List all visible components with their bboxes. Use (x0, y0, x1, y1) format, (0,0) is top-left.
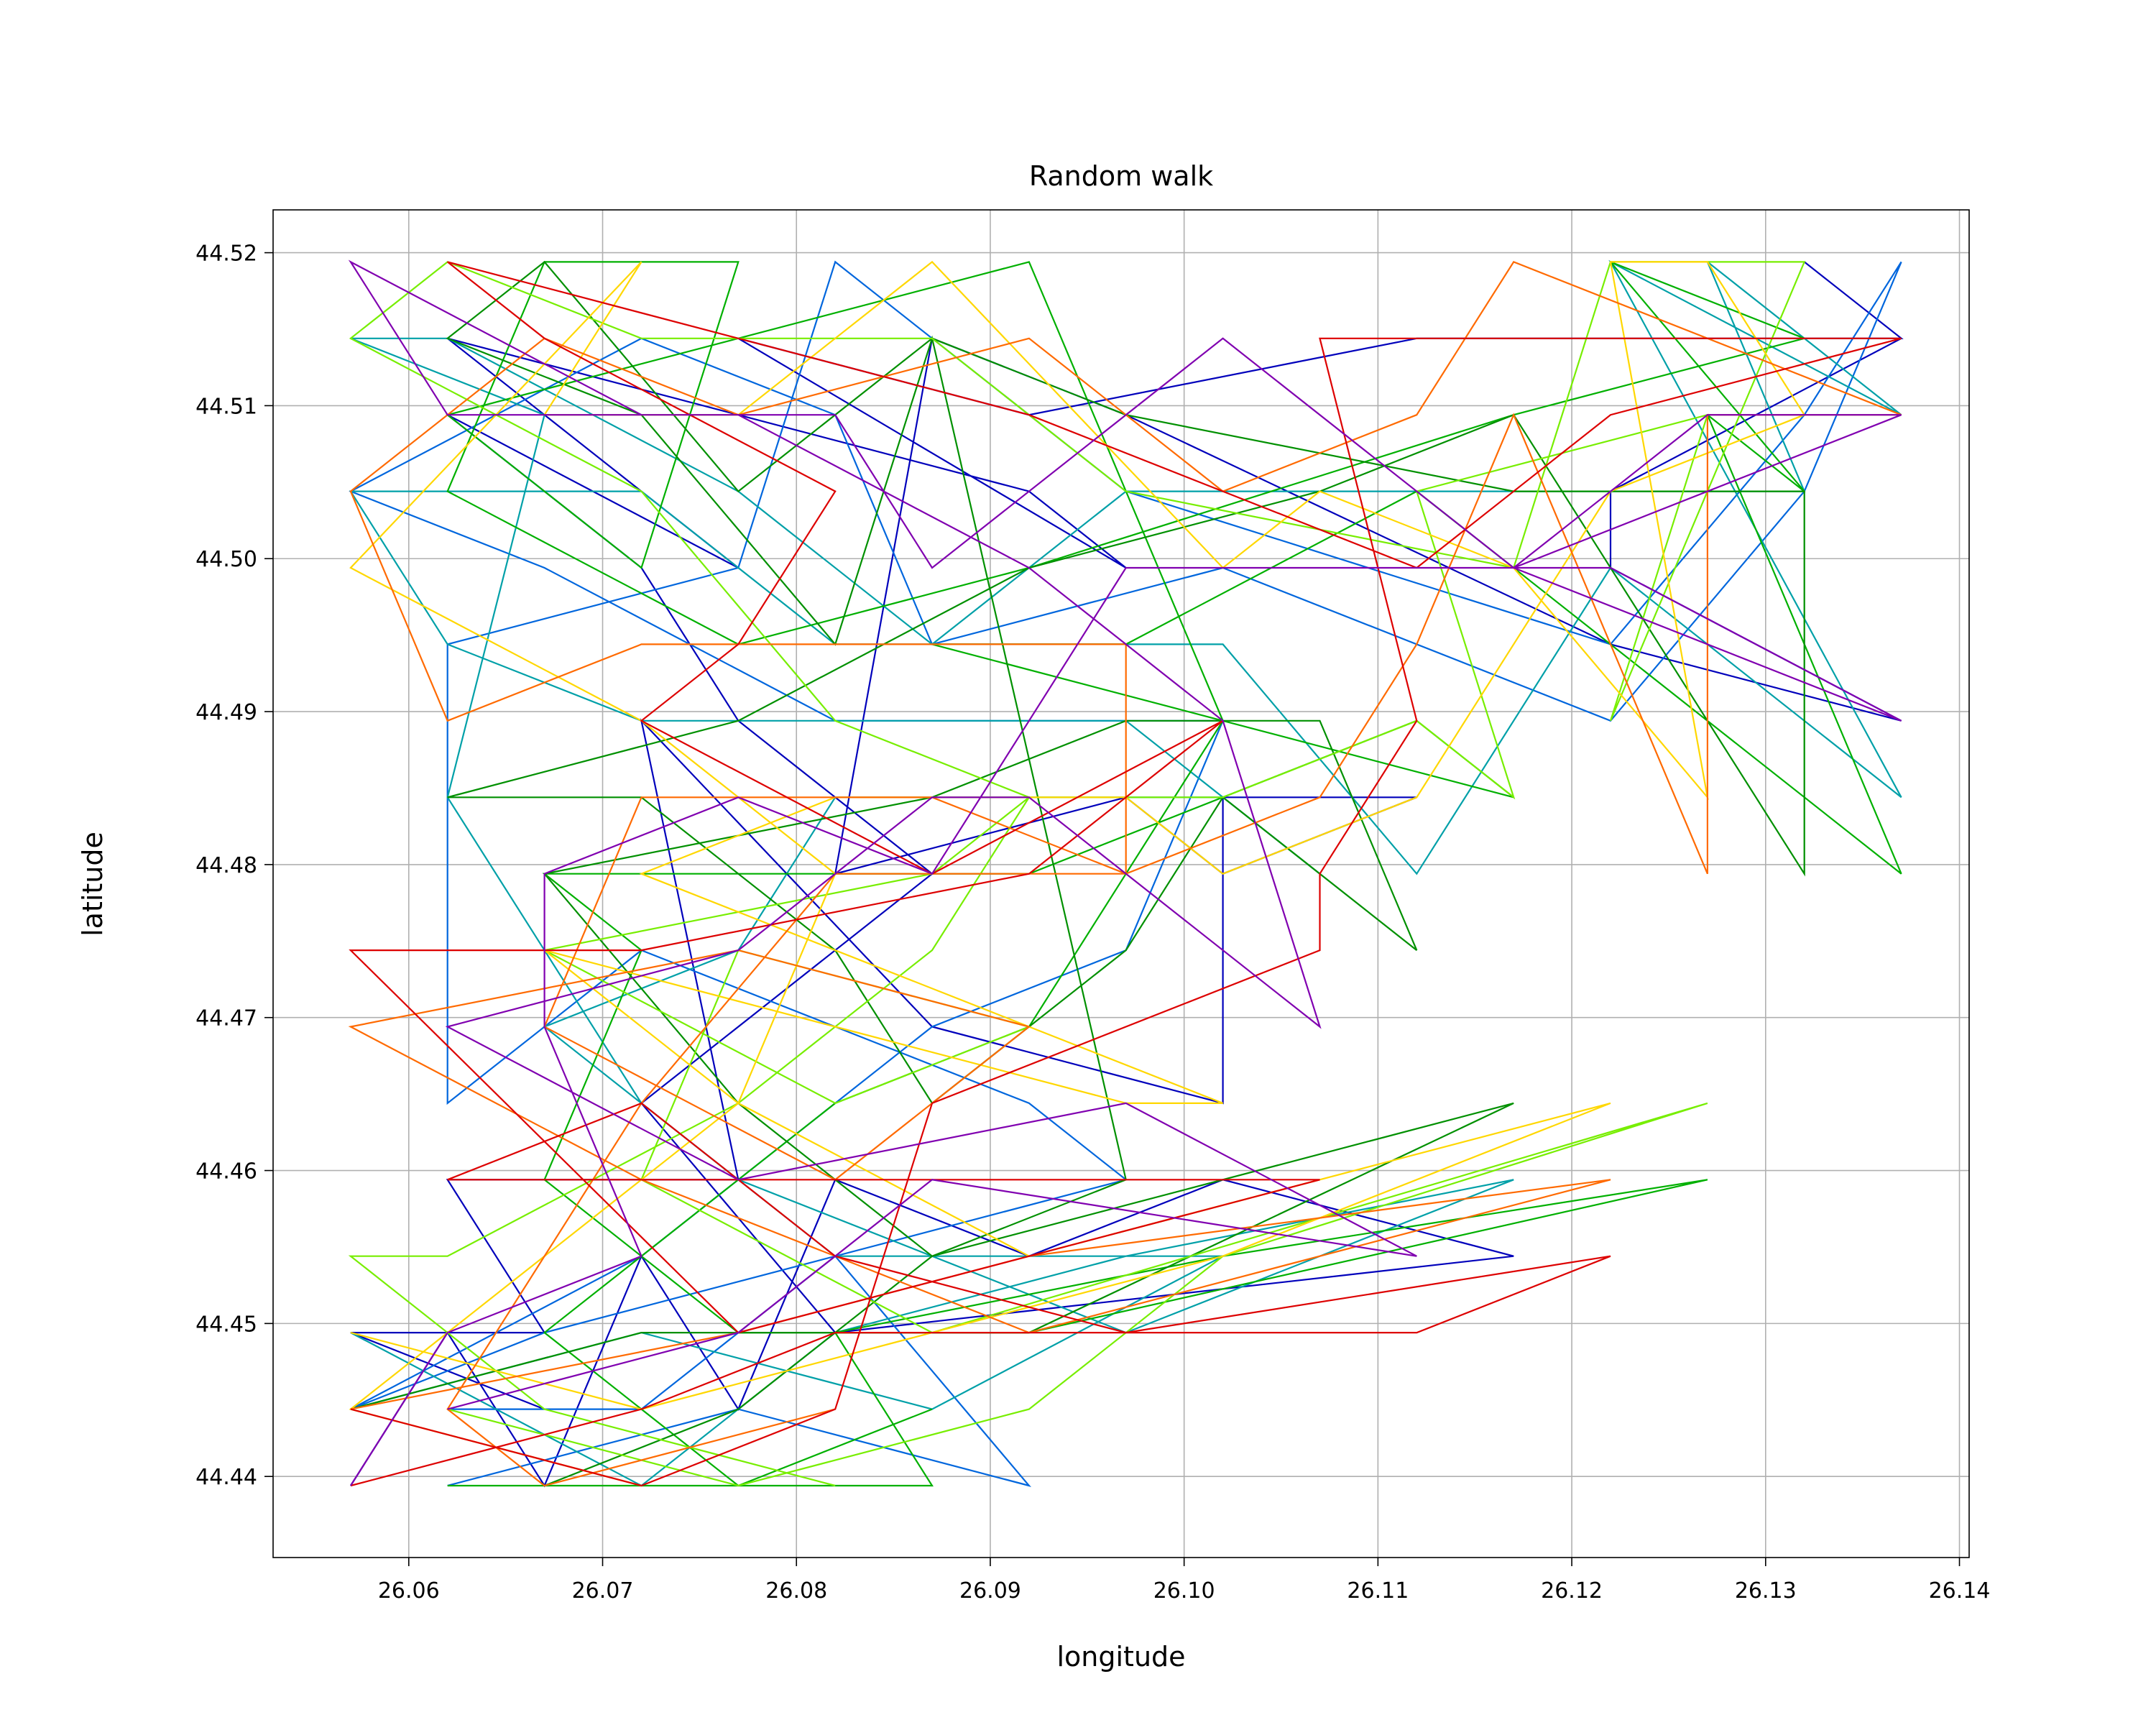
y-tick-label: 44.49 (195, 700, 257, 725)
plot-frame (272, 209, 1970, 1558)
x-tick-label: 26.12 (1541, 1578, 1603, 1604)
walk-series (348, 259, 1904, 1488)
x-tick-label: 26.13 (1735, 1578, 1797, 1604)
chart-title: Random walk (1029, 160, 1213, 192)
y-tick-label: 44.46 (195, 1159, 257, 1184)
walk-series-9 (349, 261, 1902, 1487)
x-tick-label: 26.11 (1347, 1578, 1409, 1604)
walk-series-8 (348, 261, 1902, 1487)
x-tick-label: 26.14 (1929, 1578, 1991, 1604)
x-axis-ticks: 26.06 26.07 26.08 26.09 26.10 26.11 26.12 26.13… (378, 1558, 1991, 1604)
y-tick-label: 44.52 (195, 242, 257, 267)
y-tick-label: 44.44 (195, 1465, 257, 1490)
x-axis-label: longitude (1056, 1641, 1185, 1673)
y-tick-label: 44.50 (195, 547, 257, 572)
y-tick-label: 44.48 (195, 853, 257, 878)
x-tick-label: 26.06 (378, 1578, 440, 1604)
x-tick-label: 26.10 (1153, 1578, 1215, 1604)
x-tick-label: 26.07 (572, 1578, 634, 1604)
y-tick-label: 44.45 (195, 1312, 257, 1337)
y-axis-ticks: 44.44 44.45 44.46 44.47 44.48 44.49 44.50 44.51… (195, 242, 273, 1490)
x-tick-label: 26.09 (959, 1578, 1021, 1604)
y-tick-label: 44.51 (195, 394, 257, 419)
x-tick-label: 26.08 (765, 1578, 827, 1604)
y-axis-label: latitude (77, 832, 109, 937)
y-tick-label: 44.47 (195, 1006, 257, 1031)
walk-series-6 (348, 261, 1806, 1487)
walk-series-10 (348, 259, 1902, 1486)
